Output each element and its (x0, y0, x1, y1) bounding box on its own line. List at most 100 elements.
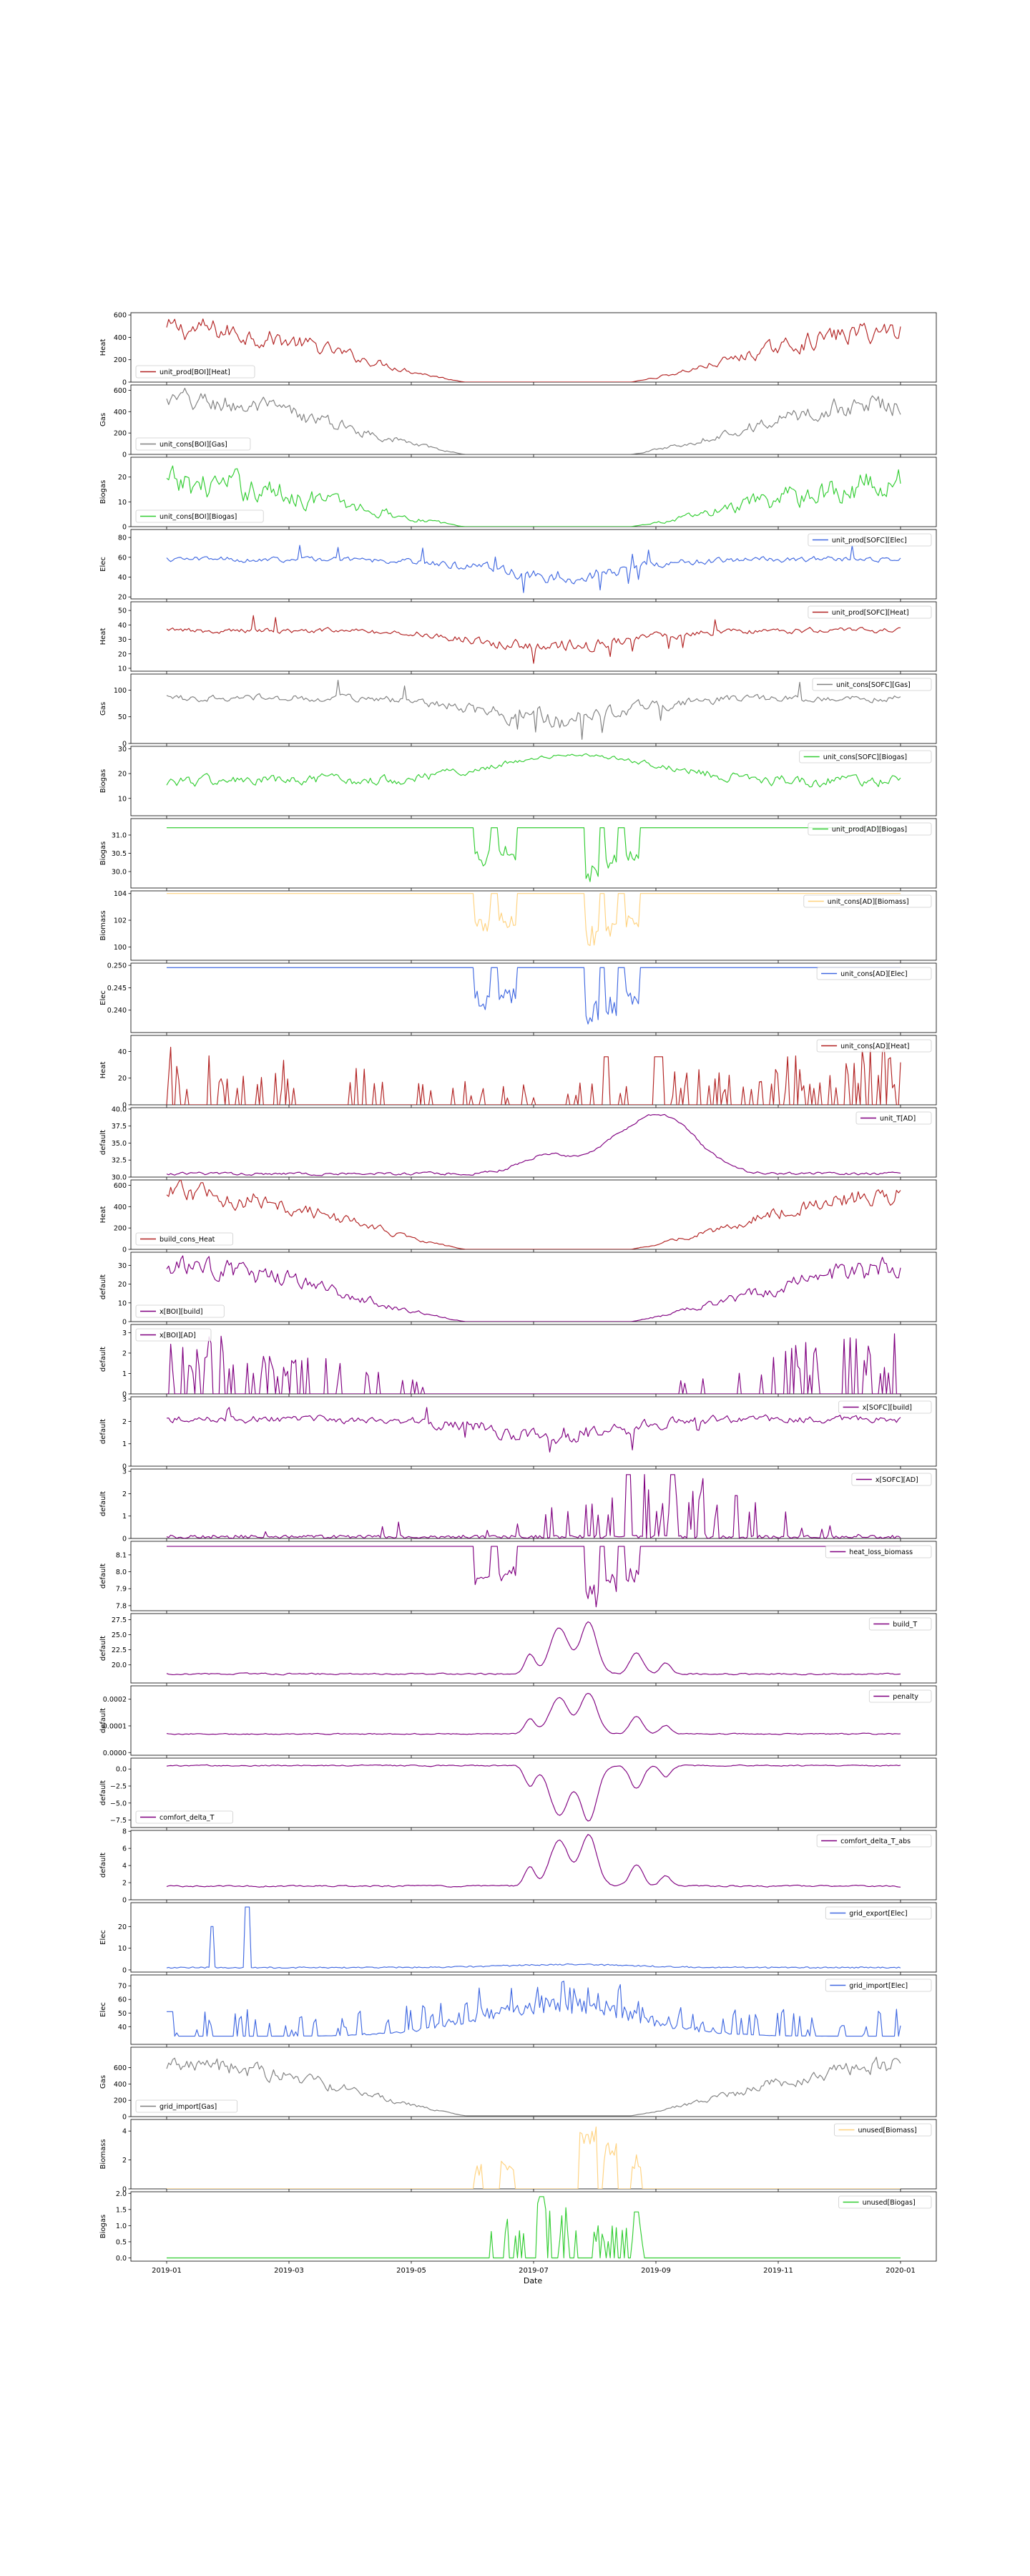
y-tick-label: 0.0 (116, 1766, 127, 1774)
legend-label: unit_cons[BOI][Gas] (160, 441, 227, 449)
subplots: 0200400600Heatunit_prod[BOI][Heat]020040… (99, 312, 937, 2264)
legend-box (825, 1545, 932, 1558)
axes-frame (130, 1252, 937, 1322)
y-tick-label: 0.0 (116, 2255, 127, 2263)
y-tick-label: 3 (122, 1468, 127, 1476)
axes-frame (130, 2119, 937, 2190)
legend-label: build_cons_Heat (160, 1236, 215, 1244)
legend-label: unit_prod[SOFC][Heat] (832, 609, 909, 617)
subplot-21: −7.5 −5.0 −2.5 0.0 default comfort_delta_T (99, 1757, 937, 1830)
y-tick-label: 30.0 (112, 1174, 127, 1182)
y-tick-label: 0.5 (116, 2238, 127, 2246)
legend-box (135, 2099, 238, 2113)
legend-label: grid_import[Elec] (849, 1982, 908, 1990)
y-tick-label: 0 (122, 2186, 127, 2194)
legend-label: comfort_delta_T_abs (840, 1838, 911, 1845)
subplot-8: 30.0 30.5 31.0 Biogas unit_prod[AD][Biogas] (99, 818, 937, 891)
y-tick-label: 4 (122, 1863, 127, 1870)
series-line (166, 1906, 901, 1969)
y-tick-label: 20 (118, 1075, 127, 1083)
y-tick-label: 10 (118, 795, 127, 803)
legend-label: comfort_delta_T (160, 1814, 215, 1822)
y-tick-label: 31.0 (112, 831, 127, 839)
y-tick-label: 30.5 (112, 850, 127, 858)
y-tick-label: 8.0 (116, 1568, 127, 1576)
legend-box (812, 678, 932, 691)
y-tick-label: −5.0 (110, 1800, 127, 1807)
x-tick-label: 2020-01 (886, 2267, 916, 2275)
legend: unit_prod[AD][Biogas] (808, 822, 932, 836)
legend-box (135, 437, 251, 451)
y-axis-label: Heat (99, 1206, 107, 1224)
y-tick-label: 1.0 (116, 2223, 127, 2230)
subplot-25: 0 200 400 600 Gas grid_import[Gas] (99, 2046, 937, 2122)
y-tick-label: 400 (114, 2081, 127, 2089)
y-tick-label: 40 (118, 574, 127, 582)
series-line (167, 1333, 901, 1394)
legend: penalty (868, 1689, 932, 1703)
legend-label: unit_T[AD] (880, 1115, 916, 1123)
series-line (166, 1692, 901, 1735)
y-tick-label: 30 (118, 1262, 127, 1270)
legend: build_cons_Heat (135, 1232, 233, 1246)
subplot-16: 0 1 2 3 default x[SOFC][build] (99, 1396, 937, 1471)
y-axis-label: default (99, 1780, 107, 1805)
y-tick-label: −7.5 (110, 1817, 127, 1825)
y-tick-label: 30 (118, 636, 127, 644)
legend: unit_cons[BOI][Gas] (135, 437, 251, 451)
y-tick-label: 600 (114, 1182, 127, 1190)
axes-frame (130, 1035, 937, 1106)
series-line (166, 1180, 901, 1249)
y-tick-label: 0 (122, 1246, 127, 1254)
legend-label: unit_cons[AD][Heat] (840, 1043, 909, 1050)
y-tick-label: 20 (118, 650, 127, 658)
legend-label: grid_import[Gas] (160, 2103, 217, 2111)
legend-label: build_T (893, 1621, 917, 1629)
legend: unit_cons[AD][Heat] (816, 1039, 932, 1053)
y-tick-label: 8.1 (116, 1551, 127, 1559)
y-tick-label: 100 (114, 944, 127, 952)
legend-label: unit_cons[SOFC][Gas] (836, 681, 911, 689)
y-axis-label: default (99, 1419, 107, 1444)
legend-box (838, 2195, 932, 2209)
y-axis-label: default (99, 1563, 107, 1589)
legend-box (855, 1111, 932, 1125)
series-line (166, 1046, 901, 1105)
y-tick-label: 0.0000 (103, 1750, 127, 1757)
legend: heat_loss_biomass (825, 1545, 932, 1558)
y-tick-label: 600 (114, 2064, 127, 2072)
x-tick-label: 2019-11 (763, 2267, 793, 2275)
y-tick-label: 20 (118, 594, 127, 602)
series-line (166, 753, 901, 788)
legend-label: unit_cons[BOI][Biogas] (160, 513, 237, 521)
series-line (166, 1834, 901, 1888)
y-tick-label: 2 (122, 1418, 127, 1426)
legend: comfort_delta_T (135, 1810, 233, 1824)
y-axis-label: Elec (99, 557, 107, 572)
series-line (166, 465, 901, 527)
y-axis-label: default (99, 1636, 107, 1661)
y-tick-label: 40 (118, 622, 127, 630)
legend-box (825, 1906, 932, 1920)
axes-frame (130, 1468, 937, 1539)
y-tick-label: 0.0001 (103, 1722, 127, 1730)
y-axis-label: default (99, 1491, 107, 1516)
legend: x[SOFC][AD] (851, 1473, 932, 1486)
series-line (166, 615, 901, 664)
y-axis-label: default (99, 1708, 107, 1733)
axes-frame (130, 1541, 937, 1611)
y-axis-label: Heat (99, 339, 107, 356)
legend: grid_import[Gas] (135, 2099, 238, 2113)
subplot-14: 0 10 20 30 default x[BOI][build] (99, 1252, 937, 1327)
legend: grid_export[Elec] (825, 1906, 932, 1920)
y-tick-label: 0.250 (107, 962, 127, 970)
y-tick-label: 20 (118, 474, 127, 482)
y-tick-label: 0 (122, 1897, 127, 1905)
legend: x[BOI][build] (135, 1304, 225, 1318)
legend-box (135, 1304, 225, 1318)
y-tick-label: 70 (118, 1983, 127, 1991)
legend-label: unit_prod[SOFC][Elec] (832, 537, 907, 545)
y-tick-label: 102 (114, 917, 127, 925)
y-tick-label: 35.0 (112, 1140, 127, 1148)
